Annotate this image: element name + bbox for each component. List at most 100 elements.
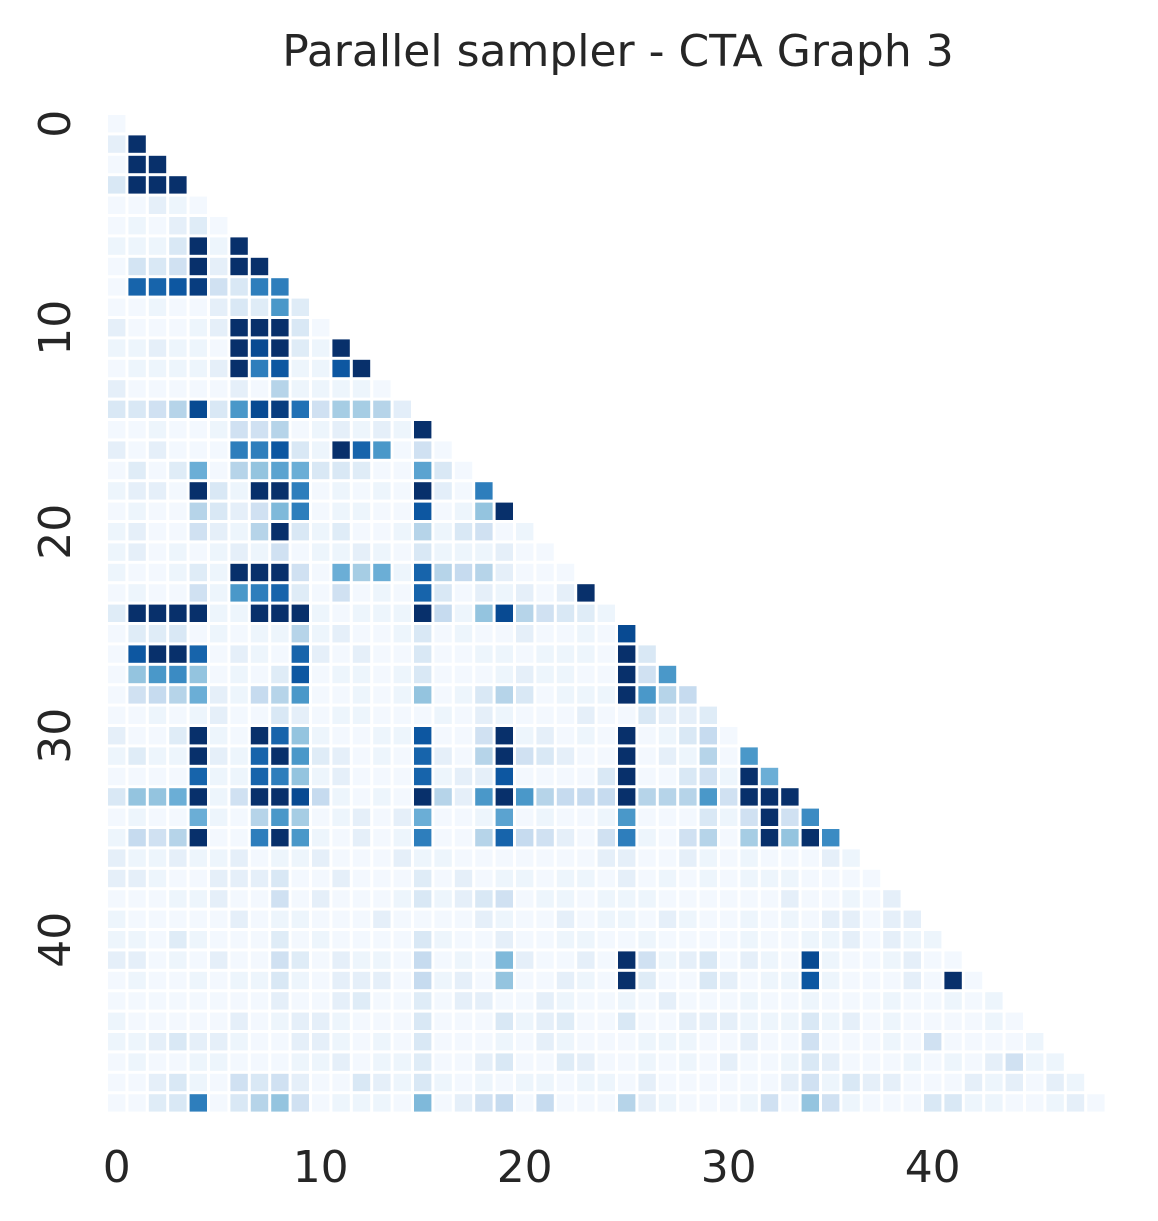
heatmap-cell — [169, 1033, 187, 1051]
heatmap-cell — [434, 808, 452, 826]
heatmap-cell — [271, 788, 289, 806]
heatmap-cell — [618, 645, 636, 663]
heatmap-cell — [291, 706, 309, 724]
heatmap-cell — [924, 931, 942, 949]
heatmap-cell — [291, 971, 309, 990]
heatmap-cell — [312, 523, 330, 541]
heatmap-cell — [618, 767, 636, 786]
heatmap-cell — [597, 625, 615, 643]
heatmap-cell — [108, 237, 126, 255]
heatmap-cell — [658, 1094, 677, 1112]
heatmap-cell — [250, 1012, 269, 1030]
heatmap-cell — [210, 339, 228, 357]
heatmap-cell — [495, 808, 513, 826]
heatmap-cell — [454, 461, 473, 480]
heatmap-cell — [312, 441, 330, 459]
heatmap-cell — [577, 706, 595, 724]
heatmap-cell — [250, 931, 269, 949]
heatmap-cell — [352, 869, 371, 888]
heatmap-cell — [393, 1094, 411, 1112]
heatmap-cell — [291, 767, 309, 786]
heatmap-cell — [332, 543, 350, 561]
heatmap-cell — [128, 257, 146, 276]
heatmap-cell — [475, 767, 493, 786]
heatmap-cell — [291, 625, 309, 643]
heatmap-cell — [373, 421, 391, 439]
heatmap-cell — [1066, 1073, 1085, 1092]
heatmap-cell — [271, 441, 289, 459]
heatmap-cell — [128, 829, 146, 847]
heatmap-cell — [312, 319, 330, 337]
heatmap-cell — [352, 543, 371, 561]
heatmap-cell — [393, 482, 411, 500]
heatmap-cell — [475, 645, 493, 663]
heatmap-cell — [189, 359, 207, 378]
heatmap-cell — [454, 482, 473, 500]
heatmap-cell — [373, 645, 391, 663]
heatmap-cell — [148, 727, 167, 745]
heatmap-cell — [250, 359, 269, 378]
heatmap-cell — [801, 1094, 819, 1112]
heatmap-cell — [352, 502, 371, 520]
heatmap-cell — [271, 1033, 289, 1051]
heatmap-cell — [516, 910, 534, 928]
heatmap-cell — [230, 706, 248, 724]
heatmap-cell — [352, 727, 371, 745]
heatmap-cell — [556, 563, 575, 582]
heatmap-cell — [597, 910, 615, 928]
heatmap-cell — [108, 319, 126, 337]
heatmap-cell — [373, 727, 391, 745]
heatmap-cell — [556, 829, 575, 847]
heatmap-cell — [250, 951, 269, 969]
heatmap-cell — [985, 992, 1003, 1010]
heatmap-cell — [373, 523, 391, 541]
heatmap-cell — [230, 1012, 248, 1030]
heatmap-cell — [271, 890, 289, 908]
heatmap-cell — [699, 910, 717, 928]
heatmap-cell — [128, 625, 146, 643]
heatmap-cell — [679, 992, 697, 1010]
heatmap-cell — [210, 400, 228, 418]
heatmap-cell — [924, 992, 942, 1010]
heatmap-cell — [618, 951, 636, 969]
heatmap-cell — [862, 1012, 881, 1030]
heatmap-cell — [128, 441, 146, 459]
heatmap-cell — [271, 992, 289, 1010]
heatmap-cell — [964, 992, 983, 1010]
heatmap-cell — [1046, 1094, 1064, 1112]
heatmap-cell — [495, 523, 513, 541]
heatmap-cell — [556, 1073, 575, 1092]
heatmap-cell — [148, 237, 167, 255]
heatmap-cell — [291, 441, 309, 459]
heatmap-cell — [291, 1053, 309, 1071]
heatmap-cell — [393, 706, 411, 724]
heatmap-cell — [148, 951, 167, 969]
heatmap-cell — [312, 502, 330, 520]
heatmap-cell — [516, 971, 534, 990]
heatmap-cell — [434, 1012, 452, 1030]
x-tick-label: 10 — [293, 1142, 349, 1193]
heatmap-cell — [332, 767, 350, 786]
heatmap-cell — [760, 829, 779, 847]
heatmap-cell — [373, 625, 391, 643]
heatmap-cell — [210, 441, 228, 459]
heatmap-cell — [454, 1033, 473, 1051]
heatmap-cell — [128, 747, 146, 765]
heatmap-cell — [964, 1012, 983, 1030]
heatmap-cell — [148, 298, 167, 316]
heatmap-cell — [597, 1033, 615, 1051]
heatmap-cell — [842, 1053, 860, 1071]
heatmap-cell — [210, 1033, 228, 1051]
heatmap-cell — [108, 400, 126, 418]
heatmap-cell — [312, 665, 330, 684]
heatmap-cell — [414, 890, 432, 908]
heatmap-cell — [332, 563, 350, 582]
heatmap-cell — [720, 808, 738, 826]
heatmap-cell — [352, 747, 371, 765]
heatmap-cell — [516, 1053, 534, 1071]
heatmap-cell — [108, 278, 126, 296]
heatmap-cell — [148, 645, 167, 663]
heatmap-cell — [454, 686, 473, 704]
heatmap-cell — [312, 584, 330, 602]
heatmap-cell — [679, 808, 697, 826]
